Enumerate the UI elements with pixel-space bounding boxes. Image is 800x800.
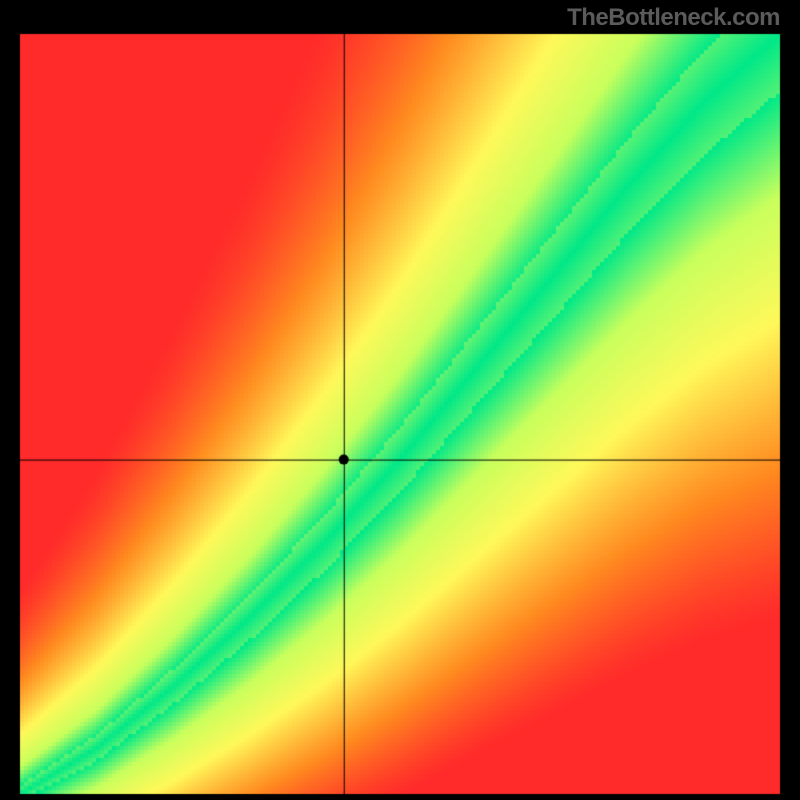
heatmap-canvas [0, 0, 800, 800]
watermark-text: TheBottleneck.com [567, 4, 780, 32]
chart-container: TheBottleneck.com [0, 0, 800, 800]
